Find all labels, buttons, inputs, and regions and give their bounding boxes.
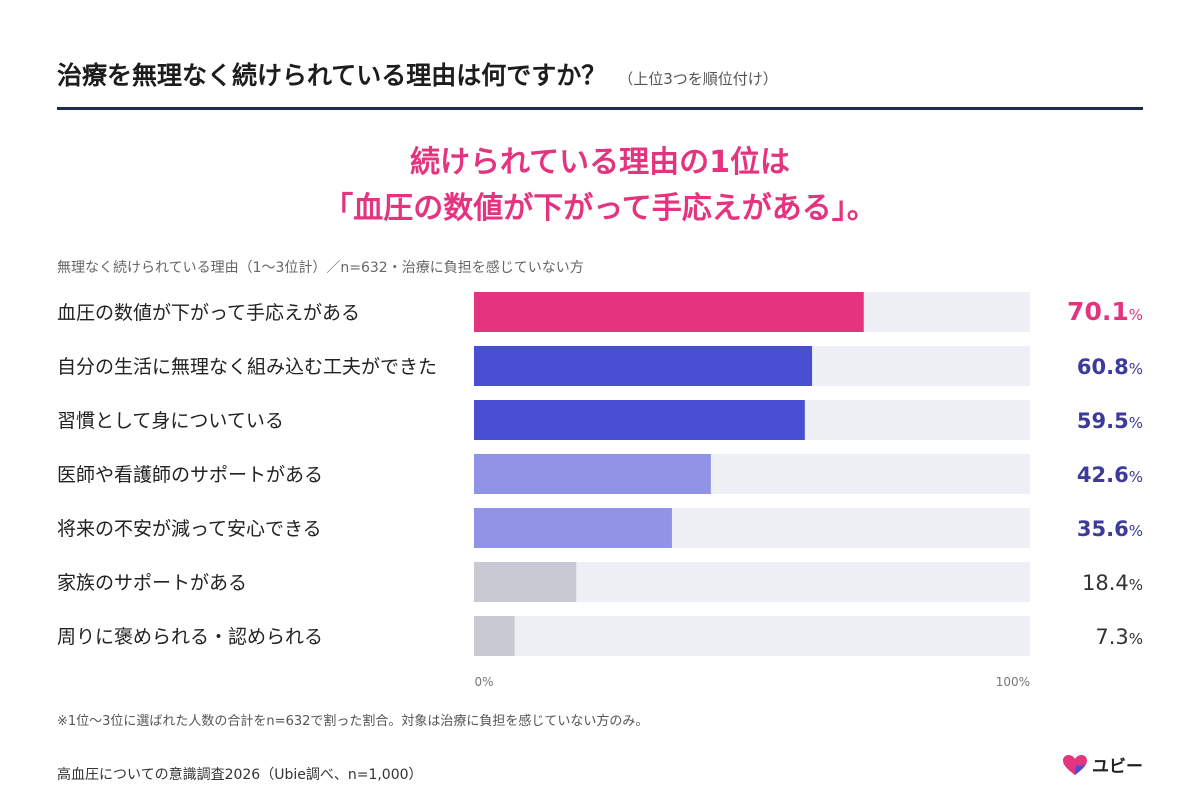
value-unit: %	[1129, 306, 1143, 324]
category-label: 医師や看護師のサポートがある	[57, 464, 323, 486]
value-number: 70.1	[1067, 297, 1129, 326]
chart-header: 治療を無理なく続けられている理由は何ですか？ （上位3つを順位付け）	[57, 56, 1143, 92]
headline-line-1: 続けられている理由の1位は	[410, 145, 790, 180]
value-unit: %	[1129, 414, 1143, 432]
value-unit: %	[1129, 630, 1143, 648]
bar	[474, 454, 711, 494]
chart-subtitle: （上位3つを順位付け）	[618, 70, 778, 88]
value-label: 60.8%	[1077, 355, 1143, 379]
bar	[474, 346, 813, 386]
value-number: 7.3	[1095, 625, 1128, 649]
footnote: ※1位〜3位に選ばれた人数の合計をn=632で割った割合。対象は治療に負担を感じ…	[57, 714, 649, 729]
value-label: 42.6%	[1077, 463, 1143, 487]
axis-tick-label: 0%	[474, 675, 493, 689]
brand-logo-text: ユビー	[1092, 757, 1143, 777]
value-unit: %	[1129, 522, 1143, 540]
header-divider	[57, 107, 1143, 110]
bar	[474, 400, 805, 440]
value-unit: %	[1129, 468, 1143, 486]
headline-line-2: 「血圧の数値が下がって手応えがある」。	[323, 191, 877, 226]
category-label: 家族のサポートがある	[57, 572, 247, 594]
value-number: 35.6	[1077, 517, 1129, 541]
category-label: 将来の不安が減って安心できる	[57, 518, 322, 540]
bar	[474, 292, 864, 332]
value-label: 7.3%	[1095, 625, 1143, 649]
bar	[474, 616, 515, 656]
value-unit: %	[1129, 360, 1143, 378]
heart-logo-icon	[1063, 754, 1087, 775]
bar	[474, 562, 577, 602]
value-number: 18.4	[1082, 571, 1129, 595]
brand-logo: ユビー	[1062, 752, 1143, 777]
axis-tick-label: 100%	[996, 675, 1030, 689]
value-label: 35.6%	[1077, 517, 1143, 541]
value-label: 70.1%	[1067, 297, 1143, 326]
chart-title: 治療を無理なく続けられている理由は何ですか？	[57, 61, 607, 90]
bar-track	[474, 616, 1030, 656]
chart-note: 無理なく続けられている理由（1〜3位計）／n=632・治療に負担を感じていない方	[57, 260, 584, 276]
category-label: 習慣として身についている	[57, 410, 284, 432]
value-unit: %	[1129, 576, 1143, 594]
value-number: 42.6	[1077, 463, 1129, 487]
category-label: 周りに褒められる・認められる	[57, 626, 323, 648]
value-label: 59.5%	[1077, 409, 1143, 433]
value-label: 18.4%	[1082, 571, 1143, 595]
category-label: 血圧の数値が下がって手応えがある	[57, 302, 360, 324]
value-number: 60.8	[1077, 355, 1129, 379]
bar	[474, 508, 672, 548]
source-credit: 高血圧についての意識調査2026（Ubie調べ、n=1,000）	[57, 767, 423, 783]
category-label: 自分の生活に無理なく組み込む工夫ができた	[57, 356, 437, 378]
value-number: 59.5	[1077, 409, 1129, 433]
